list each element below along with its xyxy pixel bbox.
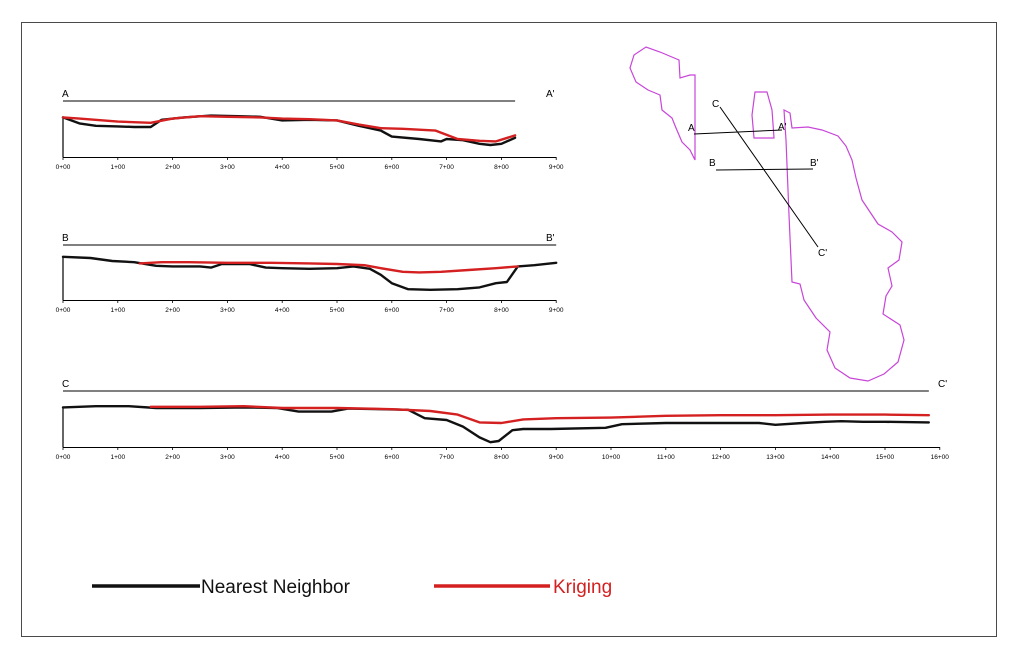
section-end-label: B' [546,233,555,244]
section-start-label: A [62,89,69,100]
x-tick-label: 15+00 [876,454,895,461]
x-tick-label: 7+00 [439,164,454,171]
profile-c: C C' 0+00 1+00 2+00 3+00 4+00 5+00 6+00 7+00 8+00 9… [56,379,950,461]
x-tick-label: 3+00 [220,307,235,314]
series-line-nearest-neighbor [61,405,930,444]
x-tick-label: 5+00 [330,307,345,314]
x-tick-label: 2+00 [165,164,180,171]
x-tick-label: 1+00 [110,164,125,171]
x-tick-label: 3+00 [220,454,235,461]
x-tick-label: 2+00 [165,454,180,461]
x-tick-label: 14+00 [821,454,840,461]
x-tick-label: 0+00 [56,454,71,461]
x-tick-label: 8+00 [494,454,509,461]
x-tick-label: 6+00 [384,307,399,314]
x-tick-label: 5+00 [330,164,345,171]
map-label-c: C [712,99,719,110]
x-tick-label: 1+00 [110,454,125,461]
map-label-a-prime: A' [778,122,787,133]
x-tick-label: 4+00 [275,164,290,171]
profiles-group: A A' 0+00 1+00 2+00 3+00 4+00 5+00 6+00 7+00 8+00 9… [56,89,950,461]
x-tick-label: 13+00 [766,454,785,461]
x-tick-label: 9+00 [549,307,564,314]
profile-a: A A' 0+00 1+00 2+00 3+00 4+00 5+00 6+00 7+00 8+00 9… [56,89,564,171]
series-line-nearest-neighbor [61,255,558,291]
site-map: A A' B B' C C' [629,46,905,382]
x-tick-label: 6+00 [384,454,399,461]
series-line-nearest-neighbor [61,114,517,147]
x-tick-label: 4+00 [275,454,290,461]
map-label-b-prime: B' [810,158,819,169]
x-tick-label: 5+00 [330,454,345,461]
x-tick-label: 7+00 [439,307,454,314]
x-tick-label: 3+00 [220,164,235,171]
x-tick-label: 0+00 [56,307,71,314]
profile-b: B B' 0+00 1+00 2+00 3+00 4+00 5+00 6+00 7+00 8+00 9… [56,233,564,314]
map-label-b: B [709,158,716,169]
x-tick-label: 8+00 [494,307,509,314]
series-line-kriging [61,114,517,143]
map-label-c-prime: C' [818,248,827,259]
x-tick-label: 0+00 [56,164,71,171]
x-tick-label: 1+00 [110,307,125,314]
section-end-label: C' [938,379,947,390]
map-section-line-c [719,106,819,248]
x-tick-label: 12+00 [711,454,730,461]
section-start-label: B [62,233,69,244]
x-tick-label: 10+00 [602,454,621,461]
legend: Nearest Neighbor Kriging [92,577,612,598]
x-tick-label: 2+00 [165,307,180,314]
map-section-line-b [715,168,814,171]
x-tick-label: 16+00 [931,454,950,461]
section-start-label: C [62,379,69,390]
x-tick-label: 9+00 [549,164,564,171]
site-outline [751,91,775,139]
x-tick-label: 4+00 [275,307,290,314]
figure-frame [21,22,997,637]
x-tick-label: 7+00 [439,454,454,461]
map-label-a: A [688,123,695,134]
series-line-kriging [149,405,930,425]
series-line-kriging [138,261,519,274]
site-outline [629,46,696,161]
legend-label-nearest-neighbor: Nearest Neighbor [201,577,351,598]
legend-label-kriging: Kriging [553,577,612,598]
section-end-label: A' [546,89,555,100]
x-tick-label: 11+00 [657,454,675,461]
x-tick-label: 6+00 [384,164,399,171]
x-tick-label: 8+00 [494,164,509,171]
site-outline [783,108,905,382]
x-tick-label: 9+00 [549,454,564,461]
